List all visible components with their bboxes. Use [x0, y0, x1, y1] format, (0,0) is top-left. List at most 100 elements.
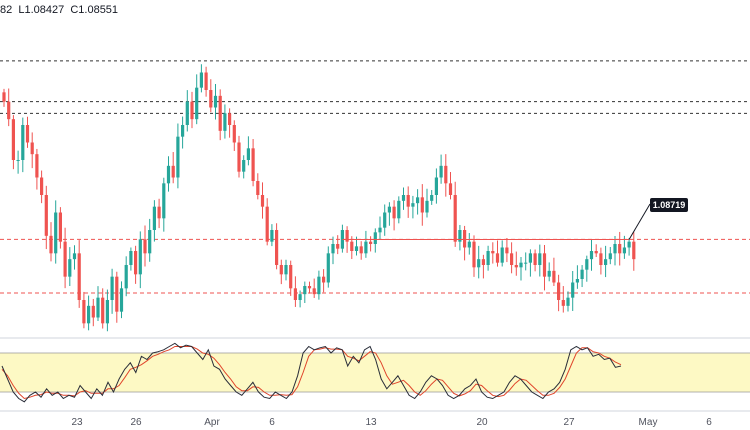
candle [392, 200, 396, 231]
candle-body [68, 259, 72, 277]
candle [87, 295, 91, 331]
candle [162, 177, 166, 232]
candle [105, 289, 109, 332]
candle-body [232, 125, 236, 143]
candle-body [336, 244, 340, 249]
candle [580, 265, 584, 288]
candle-body [171, 165, 175, 178]
candle [11, 115, 15, 170]
candle [134, 245, 138, 284]
candle-body [256, 181, 260, 195]
candle-body [115, 276, 119, 312]
candle [378, 216, 382, 240]
candle-body [378, 227, 382, 233]
candle-body [608, 253, 612, 260]
candle [223, 104, 227, 139]
candle [199, 64, 203, 93]
price-levels [0, 60, 750, 294]
candle-body [406, 195, 410, 207]
candle [364, 230, 368, 258]
candle [30, 132, 34, 169]
x-tick-label: 20 [476, 417, 488, 428]
candle-body [30, 142, 34, 155]
candle-body [331, 244, 335, 254]
candle [608, 247, 612, 265]
candle-body [594, 251, 598, 254]
candle [58, 207, 62, 249]
candle-body [293, 288, 297, 300]
candle [373, 228, 377, 253]
candle-body [458, 230, 462, 242]
stoch-k-line [1, 342, 622, 403]
candle-body [557, 282, 561, 300]
candle-body [40, 177, 44, 195]
candle-body [129, 251, 133, 265]
candle-body [448, 183, 453, 195]
candle-body [213, 95, 218, 108]
candle [72, 245, 77, 270]
candle-body [35, 154, 39, 178]
candle-body [289, 265, 293, 289]
candle [477, 245, 481, 279]
candle [91, 298, 95, 327]
candle-body [284, 265, 288, 275]
candle-body [138, 239, 142, 275]
candle [82, 291, 86, 329]
candle [514, 251, 518, 276]
candle-body [279, 265, 283, 275]
candle [416, 189, 420, 215]
candle [566, 291, 570, 312]
candle [434, 168, 438, 204]
candle [524, 252, 528, 271]
candle-body [218, 95, 222, 131]
candle-body [134, 251, 138, 275]
candle-body [246, 148, 250, 160]
x-tick-label: May [639, 417, 658, 428]
candle-body [176, 136, 180, 178]
candle [387, 202, 391, 226]
candle [336, 235, 340, 255]
candle-body [181, 125, 185, 137]
x-tick-label: 13 [365, 417, 377, 428]
candle [528, 249, 532, 277]
candle-body [392, 206, 396, 219]
candle-body [566, 297, 570, 306]
candle-body [613, 244, 617, 254]
stoch-d-line [1, 346, 622, 400]
candle [237, 135, 241, 178]
candle-body [345, 230, 349, 242]
candle-body [21, 125, 25, 160]
candle [411, 195, 415, 219]
candle [44, 185, 48, 250]
candle-body [11, 119, 15, 160]
candle [260, 182, 265, 219]
candle-body [542, 253, 547, 277]
candle [246, 136, 250, 166]
candle [463, 225, 467, 261]
candle [171, 152, 175, 184]
candle-body [397, 200, 401, 219]
candle-body [500, 247, 504, 263]
candle [157, 198, 161, 229]
candle [472, 235, 476, 277]
candle-body [364, 241, 368, 254]
candle [359, 241, 363, 260]
candle-body [354, 246, 359, 251]
x-tick-label: 6 [269, 417, 275, 428]
candle [35, 148, 39, 190]
candle-body [157, 206, 161, 219]
candle-body [303, 286, 307, 295]
candle [270, 224, 274, 247]
candle [383, 204, 387, 236]
candle-body [242, 160, 246, 172]
candle [25, 116, 30, 148]
candle [176, 123, 180, 189]
candle [519, 256, 523, 281]
candle [599, 247, 603, 275]
candle [495, 240, 500, 267]
candle [110, 268, 114, 314]
candle [604, 245, 608, 278]
candle [68, 247, 72, 287]
